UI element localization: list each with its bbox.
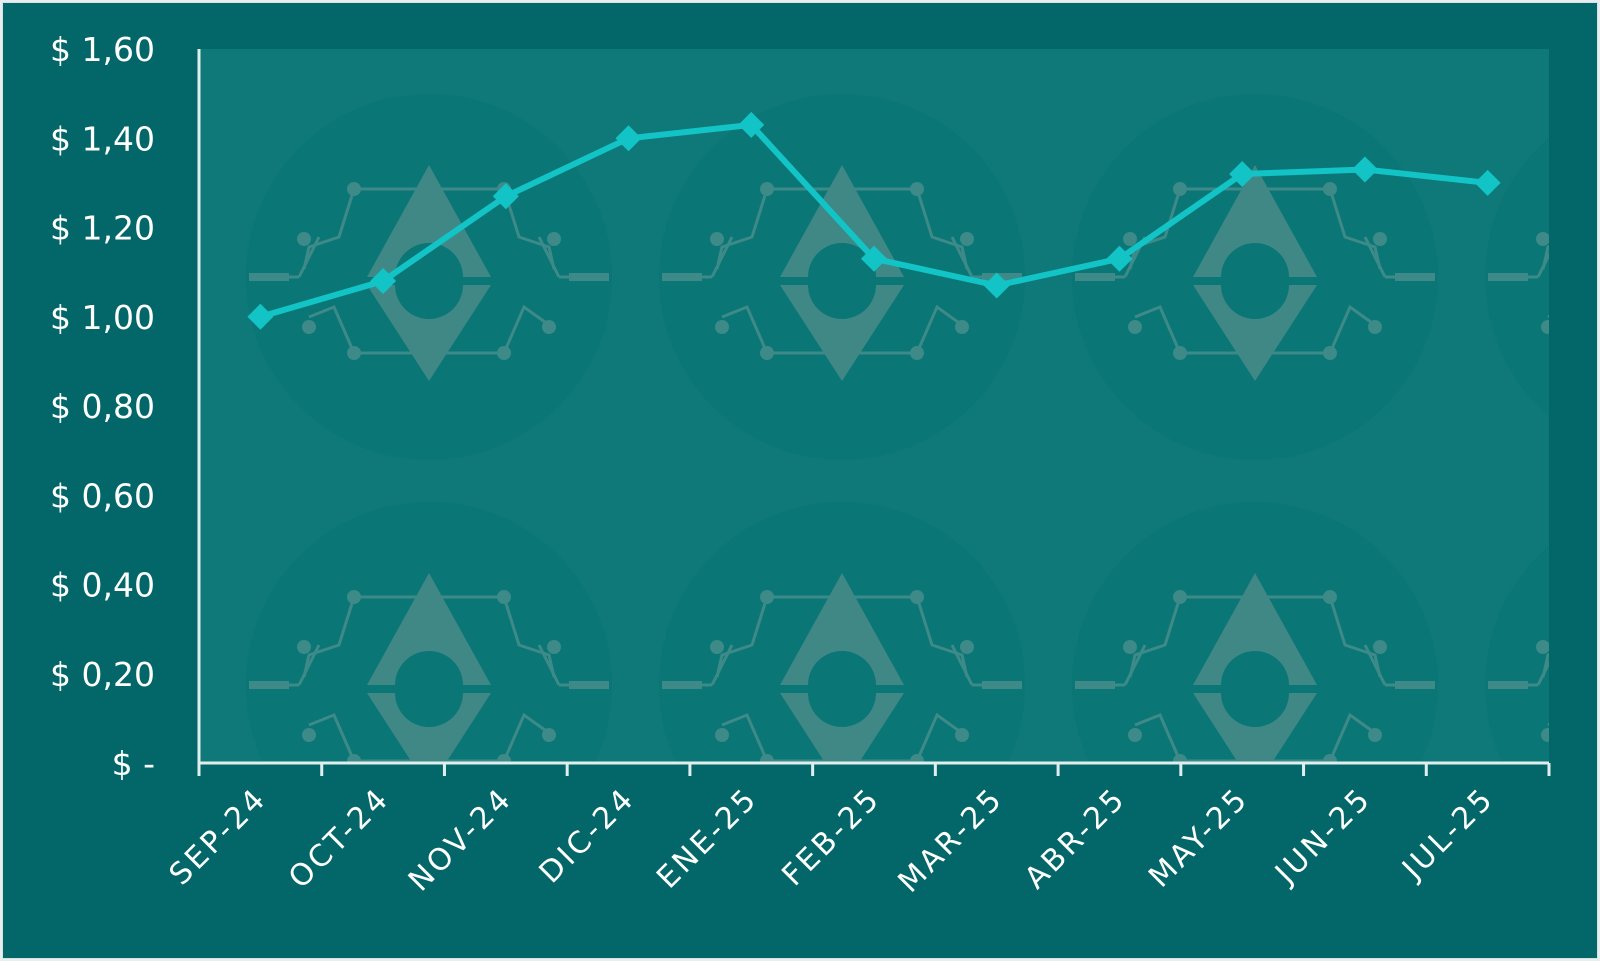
ethereum-gear-icon [244, 92, 614, 462]
x-tick-label: SEP-24 [163, 781, 274, 892]
data-point [1474, 169, 1501, 196]
data-point [247, 303, 274, 330]
x-tick-label: FEB-25 [775, 781, 887, 893]
data-point [1351, 156, 1378, 183]
y-tick-label: $ 1,00 [50, 298, 155, 337]
x-tick-label: OCT-24 [282, 781, 397, 896]
data-point [492, 183, 519, 210]
x-tick-label: MAY-25 [1142, 781, 1256, 895]
y-tick-labels: $ - $ 0,20 $ 0,40 $ 0,60 $ 0,80 $ 1,00 $ 1,20 $… [50, 30, 155, 783]
x-tick-label: ENE-25 [650, 781, 765, 896]
x-tick-label: JUL-25 [1395, 781, 1502, 888]
x-tick-label: NOV-24 [402, 781, 520, 899]
data-point [1229, 160, 1256, 187]
y-tick-label: $ 0,40 [50, 566, 155, 605]
x-tick-label: ABR-25 [1018, 781, 1133, 896]
data-point [1106, 245, 1133, 272]
x-tick-labels: SEP-24 OCT-24 NOV-24 DIC-24 ENE-25 FEB-25 MAR-… [163, 781, 1502, 900]
y-tick-label: $ 0,80 [50, 387, 155, 426]
y-tick-label: $ 1,60 [50, 30, 155, 69]
ethereum-gear-icon [1070, 92, 1440, 462]
ethereum-gear-icon [1070, 500, 1440, 763]
data-point [983, 272, 1010, 299]
y-tick-label: $ 0,60 [50, 476, 155, 515]
x-tick-label: MAR-25 [892, 781, 1011, 900]
y-tick-label: $ 1,40 [50, 119, 155, 158]
y-tick-label: $ 1,20 [50, 209, 155, 248]
axes [197, 49, 1551, 776]
data-point [615, 125, 642, 152]
y-tick-label: $ - [112, 744, 155, 783]
y-tick-label: $ 0,20 [50, 655, 155, 694]
ethereum-gear-icon [244, 500, 614, 763]
data-point [861, 245, 887, 272]
data-point [370, 268, 397, 295]
series-line [247, 111, 1501, 330]
x-tick-label: JUN-25 [1267, 781, 1378, 892]
x-tick-label: DIC-24 [533, 781, 643, 891]
data-point [738, 111, 765, 138]
